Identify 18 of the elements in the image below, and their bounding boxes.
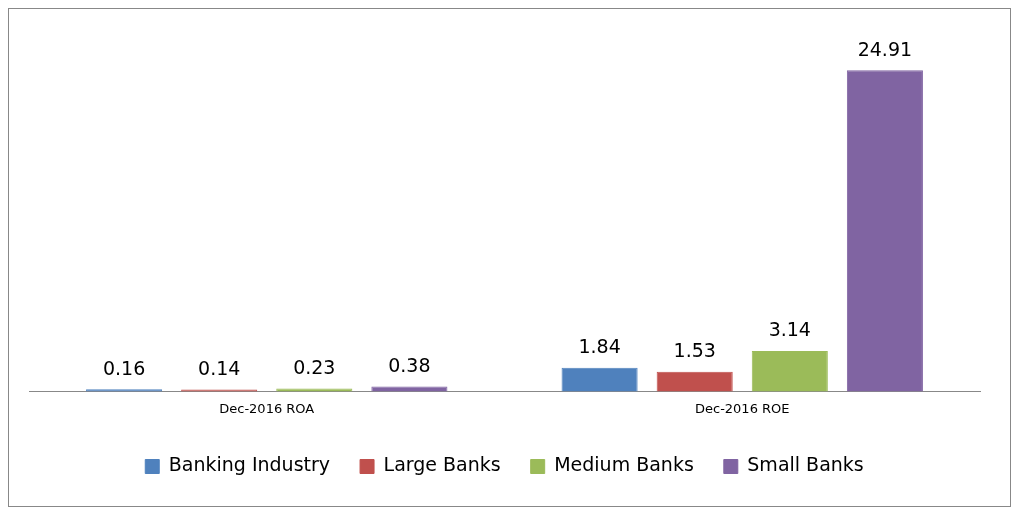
bar bbox=[751, 350, 828, 392]
bar bbox=[656, 371, 733, 392]
data-label: 0.14 bbox=[198, 357, 241, 380]
legend-label: Small Banks bbox=[747, 453, 864, 476]
x-tick-label: Dec-2016 ROA bbox=[219, 400, 315, 416]
data-label: 0.38 bbox=[388, 353, 431, 376]
bar bbox=[846, 70, 923, 392]
data-label: 0.16 bbox=[102, 356, 146, 379]
data-label: 0.23 bbox=[293, 355, 336, 378]
legend-label: Banking Industry bbox=[168, 453, 331, 476]
legend-label: Medium Banks bbox=[554, 453, 694, 476]
legend-label: Large Banks bbox=[383, 453, 501, 476]
x-tick-label: Dec-2016 ROE bbox=[694, 400, 790, 416]
data-label: 1.84 bbox=[578, 335, 621, 358]
bar bbox=[561, 367, 638, 392]
data-label: 3.14 bbox=[768, 318, 811, 341]
data-label: 24.91 bbox=[857, 37, 913, 60]
data-label: 1.53 bbox=[673, 339, 716, 362]
